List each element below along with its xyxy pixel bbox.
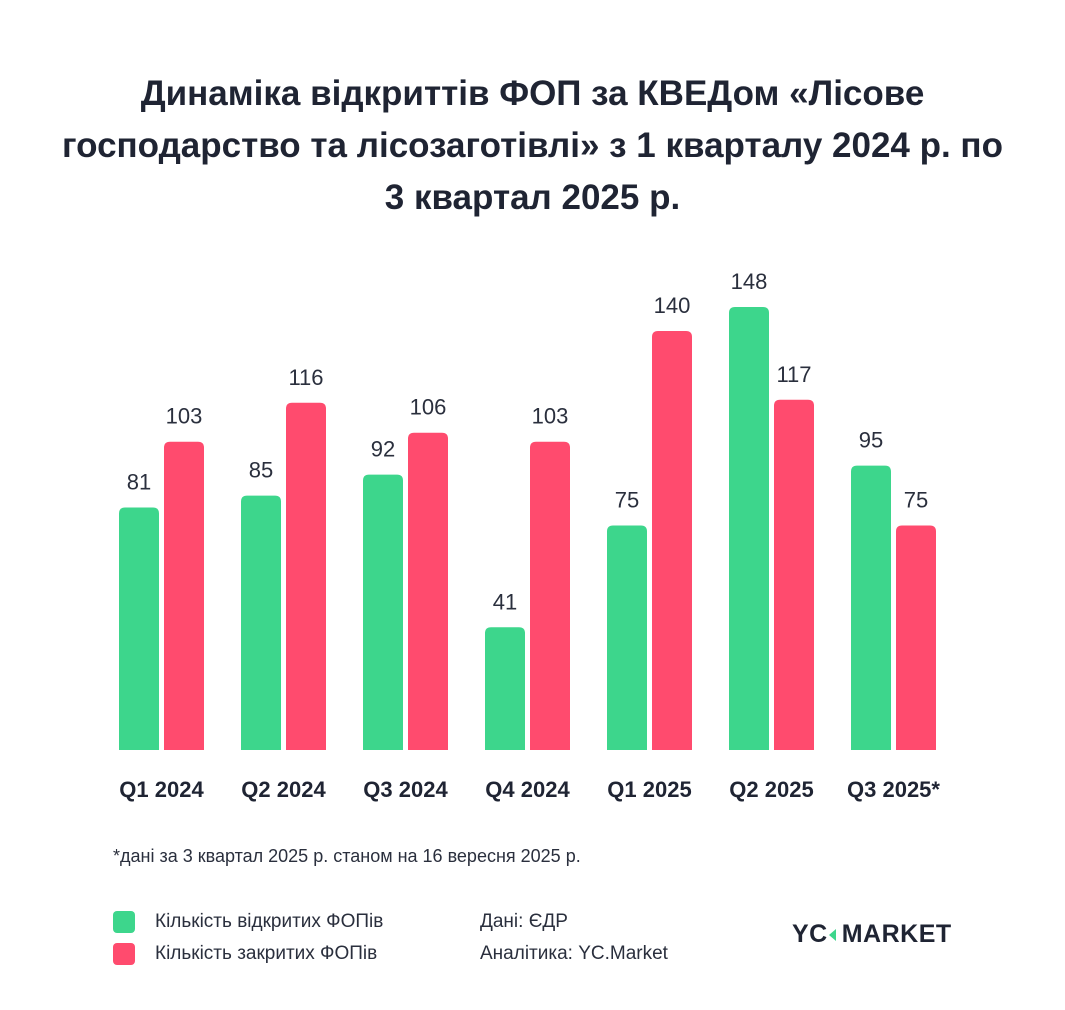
bar-closed (652, 330, 692, 750)
bar-closed (408, 432, 448, 750)
bar-opened (729, 307, 769, 750)
footnote: *дані за 3 квартал 2025 р. станом на 16 … (113, 846, 581, 866)
data-source: Дані: ЄДР (480, 911, 568, 932)
source-info: Дані: ЄДР Аналітика: YC.Market (480, 906, 668, 970)
legend-swatch-closed (113, 943, 135, 965)
data-label: 41 (493, 589, 517, 614)
legend-item-closed: Кількість закритих ФОПів (113, 938, 383, 970)
bar-opened (363, 474, 403, 750)
data-label: 106 (410, 395, 447, 420)
bar-opened (119, 507, 159, 750)
x-tick-label: Q3 2025* (847, 777, 940, 802)
analytics-source: Аналітика: YC.Market (480, 943, 668, 964)
data-label: 117 (776, 362, 811, 387)
data-label: 116 (288, 365, 323, 390)
bar-closed (530, 441, 570, 750)
x-tick-label: Q1 2024 (119, 777, 204, 802)
legend-label: Кількість закритих ФОПів (155, 943, 378, 964)
logo-text-right: MARKET (841, 920, 952, 948)
data-label: 140 (654, 293, 691, 318)
logo-mark-icon (828, 928, 836, 941)
logo-text-left: YC (792, 920, 828, 948)
data-label: 75 (615, 488, 639, 513)
x-tick-label: Q2 2025 (729, 777, 813, 802)
legend: Кількість відкритих ФОПів Кількість закр… (113, 906, 383, 970)
data-label: 95 (859, 428, 883, 453)
legend-label: Кількість відкритих ФОПів (155, 911, 384, 932)
bar-opened (485, 627, 525, 750)
data-label: 148 (731, 269, 768, 294)
chart-title: Динаміка відкриттів ФОП за КВЕДом «Лісов… (62, 74, 1003, 217)
bar-opened (851, 465, 891, 750)
legend-item-opened: Кількість відкритих ФОПів (113, 906, 383, 938)
bar-closed (164, 441, 204, 750)
x-tick-label: Q2 2024 (241, 777, 326, 802)
data-label: 103 (532, 404, 569, 429)
data-label: 103 (166, 404, 203, 429)
x-tick-label: Q4 2024 (485, 777, 570, 802)
legend-swatch-opened (113, 911, 135, 933)
data-label: 81 (127, 470, 151, 495)
data-label: 85 (249, 458, 273, 483)
x-tick-label: Q1 2025 (607, 777, 691, 802)
bar-opened (241, 495, 281, 750)
bar-closed (774, 399, 814, 750)
x-tick-label: Q3 2024 (363, 777, 448, 802)
yc-market-logo: YC MARKET (792, 920, 952, 949)
bar-closed (896, 525, 936, 750)
bar-opened (607, 525, 647, 750)
bar-closed (286, 402, 326, 750)
data-label: 75 (904, 488, 928, 513)
data-label: 92 (371, 437, 395, 462)
